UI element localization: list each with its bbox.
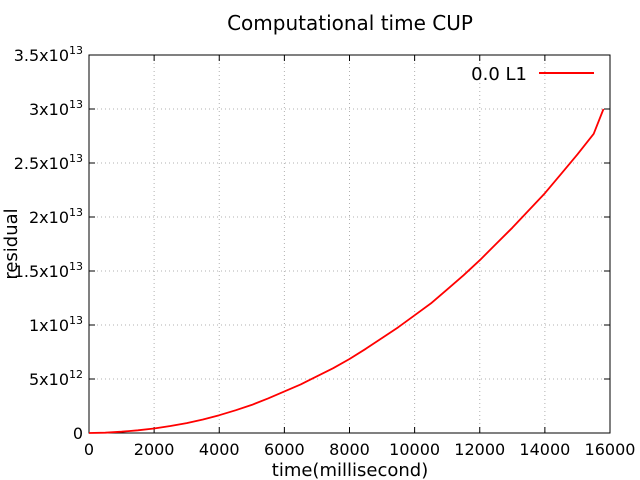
grid	[89, 55, 610, 433]
y-tick-label: 3x1013	[29, 98, 83, 119]
x-tick-label: 8000	[329, 440, 370, 459]
tick-labels: 0 2000 4000 6000 8000 10000 12000 14000 16000 0 5x…	[14, 44, 636, 459]
x-tick-label: 2000	[134, 440, 175, 459]
y-tick-label: 3.5x1013	[14, 44, 83, 65]
x-tick-label: 16000	[585, 440, 636, 459]
y-axis-label: residual	[1, 208, 22, 279]
ticks	[88, 54, 611, 434]
y-tick-label: 0	[73, 424, 83, 443]
x-tick-label: 10000	[389, 440, 440, 459]
series-layer	[88, 108, 605, 434]
x-tick-label: 12000	[454, 440, 505, 459]
x-tick-label: 4000	[199, 440, 240, 459]
x-tick-label: 14000	[519, 440, 570, 459]
y-tick-label: 2.5x1013	[14, 152, 83, 173]
y-tick-label: 1.5x1013	[14, 260, 83, 281]
legend: 0.0 L1	[471, 64, 594, 85]
y-tick-label: 5x1012	[29, 368, 83, 389]
x-tick-label: 6000	[264, 440, 305, 459]
x-tick-label: 0	[84, 440, 94, 459]
legend-label: 0.0 L1	[471, 64, 527, 85]
series-line	[88, 108, 605, 434]
chart-title: Computational time CUP	[227, 11, 473, 35]
x-axis-label: time(millisecond)	[272, 460, 428, 480]
y-tick-label: 1x1013	[29, 314, 83, 335]
y-tick-label: 2x1013	[29, 206, 83, 227]
